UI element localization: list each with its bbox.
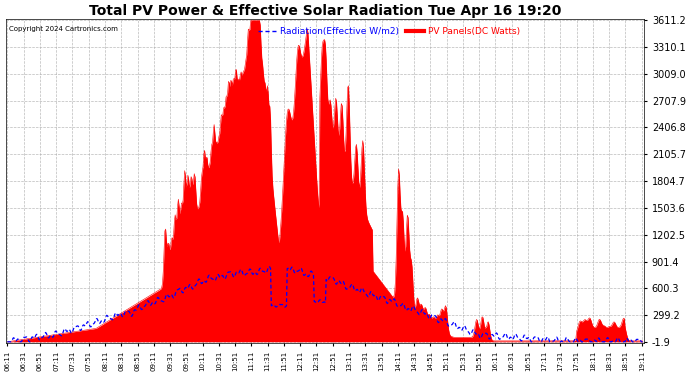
Text: Copyright 2024 Cartronics.com: Copyright 2024 Cartronics.com	[9, 26, 118, 32]
Legend: Radiation(Effective W/m2), PV Panels(DC Watts): Radiation(Effective W/m2), PV Panels(DC …	[255, 24, 523, 40]
Title: Total PV Power & Effective Solar Radiation Tue Apr 16 19:20: Total PV Power & Effective Solar Radiati…	[89, 4, 561, 18]
